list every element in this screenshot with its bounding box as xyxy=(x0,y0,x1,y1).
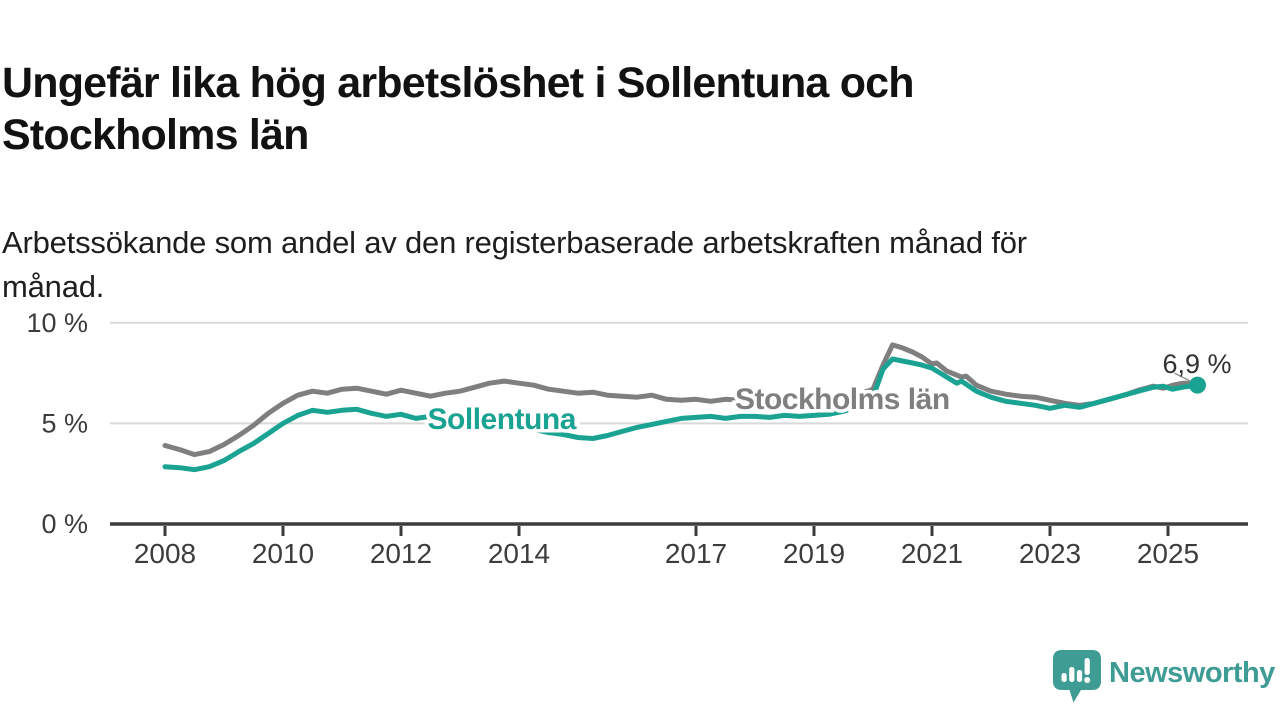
annotation-latest-value: 6,9 % xyxy=(1163,349,1232,379)
logo-bar-3 xyxy=(1076,669,1083,682)
x-tick-label-2008: 2008 xyxy=(134,538,196,569)
y-tick-label-0: 0 % xyxy=(41,509,88,539)
page-title-line1: Ungefär lika hög arbetslöshet i Sollentu… xyxy=(2,58,915,107)
x-tick-label-2012: 2012 xyxy=(370,538,432,569)
logo-bar-1 xyxy=(1061,672,1067,682)
x-tick-label-2021: 2021 xyxy=(901,538,963,569)
x-tick-label-2023: 2023 xyxy=(1019,538,1081,569)
logo-exclamation-dot xyxy=(1084,676,1091,683)
logo-bar-2 xyxy=(1069,666,1075,682)
chart-subtitle-line2: månad. xyxy=(2,269,105,304)
x-tick-label-2019: 2019 xyxy=(783,538,845,569)
page-title: Ungefär lika hög arbetslöshet i Sollentu… xyxy=(2,57,1182,161)
series-line-stockholms-l-n xyxy=(162,342,1200,458)
page-title-line2: Stockholms län xyxy=(2,110,309,159)
series-label-sollentuna: Sollentuna xyxy=(428,403,577,436)
series-line-sollentuna xyxy=(162,356,1200,473)
x-tick-label-2010: 2010 xyxy=(252,538,314,569)
logo-exclamation-stroke xyxy=(1084,657,1090,675)
chart-subtitle-line1: Arbetssökande som andel av den registerb… xyxy=(2,225,1027,260)
end-value-dot-sollentuna xyxy=(1189,376,1206,394)
y-tick-label-5: 5 % xyxy=(41,408,88,438)
newsworthy-logo: Newsworthy xyxy=(1052,648,1275,704)
x-tick-label-2025: 2025 xyxy=(1137,538,1199,569)
x-tick-label-2017: 2017 xyxy=(665,538,727,569)
newsworthy-logo-text: Newsworthy xyxy=(1109,656,1275,689)
annotation-connector xyxy=(1174,372,1191,382)
y-tick-label-10: 10 % xyxy=(26,308,88,338)
x-tick-label-2014: 2014 xyxy=(488,538,550,569)
newsworthy-logo-icon xyxy=(1053,649,1101,702)
series-label-stockholms-l-n: Stockholms län xyxy=(735,383,950,416)
chart-subtitle: Arbetssökande som andel av den registerb… xyxy=(2,221,1222,309)
